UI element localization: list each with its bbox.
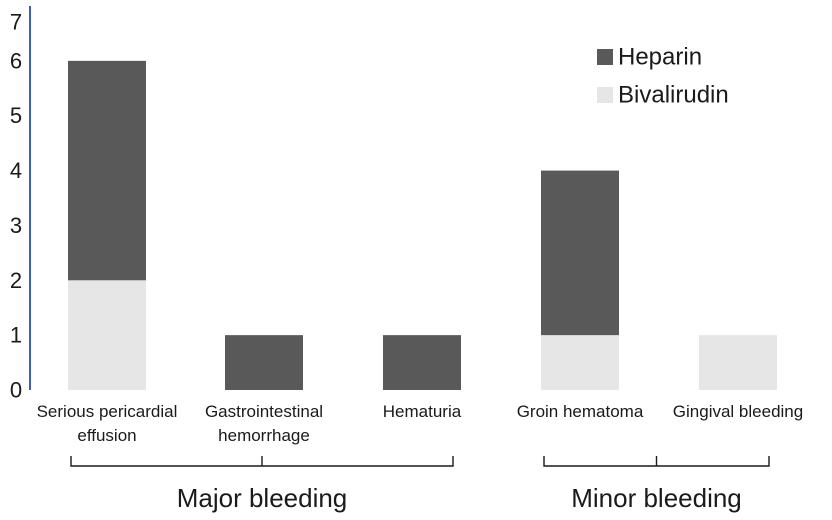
y-tick-label: 2 bbox=[10, 268, 22, 293]
bar-heparin-3 bbox=[541, 170, 619, 336]
category-label: Gastrointestinal hemorrhage bbox=[205, 402, 323, 445]
group-label: Minor bleeding bbox=[571, 483, 742, 513]
legend-label-bivalirudin: Bivalirudin bbox=[618, 82, 729, 109]
group-brace bbox=[543, 456, 770, 467]
category-label: Hematuria bbox=[383, 402, 462, 421]
legend-label-heparin: Heparin bbox=[618, 44, 702, 71]
bar-bivalirudin-3 bbox=[541, 335, 619, 390]
y-tick-label: 1 bbox=[10, 323, 22, 348]
y-tick-label: 5 bbox=[10, 103, 22, 128]
y-tick-label: 3 bbox=[10, 213, 22, 238]
bar-heparin-2 bbox=[383, 335, 461, 390]
legend: Heparin Bivalirudin bbox=[597, 44, 729, 109]
category-labels: Serious pericardial effusion Gastrointesti… bbox=[37, 402, 804, 445]
group-label: Major bleeding bbox=[177, 483, 348, 513]
group-brace bbox=[70, 456, 454, 467]
legend-swatch-heparin bbox=[597, 49, 613, 65]
group-braces: Major bleeding Minor bleeding bbox=[70, 456, 770, 513]
bar-heparin-0 bbox=[68, 60, 146, 281]
bar-bivalirudin-4 bbox=[699, 335, 777, 390]
y-axis-tick-labels: 0 1 2 3 4 5 6 7 bbox=[10, 10, 22, 403]
category-label: Groin hematoma bbox=[517, 402, 644, 421]
y-tick-label: 4 bbox=[10, 158, 22, 183]
bar-bivalirudin-0 bbox=[68, 280, 146, 390]
category-label: Gingival bleeding bbox=[673, 402, 803, 421]
y-tick-label: 6 bbox=[10, 48, 22, 73]
bar-heparin-1 bbox=[225, 335, 303, 390]
legend-swatch-bivalirudin bbox=[597, 87, 613, 103]
category-label: Serious pericardial effusion bbox=[37, 402, 178, 445]
y-tick-label: 0 bbox=[10, 378, 22, 403]
bar-area bbox=[68, 60, 777, 390]
y-tick-label: 7 bbox=[10, 10, 22, 35]
